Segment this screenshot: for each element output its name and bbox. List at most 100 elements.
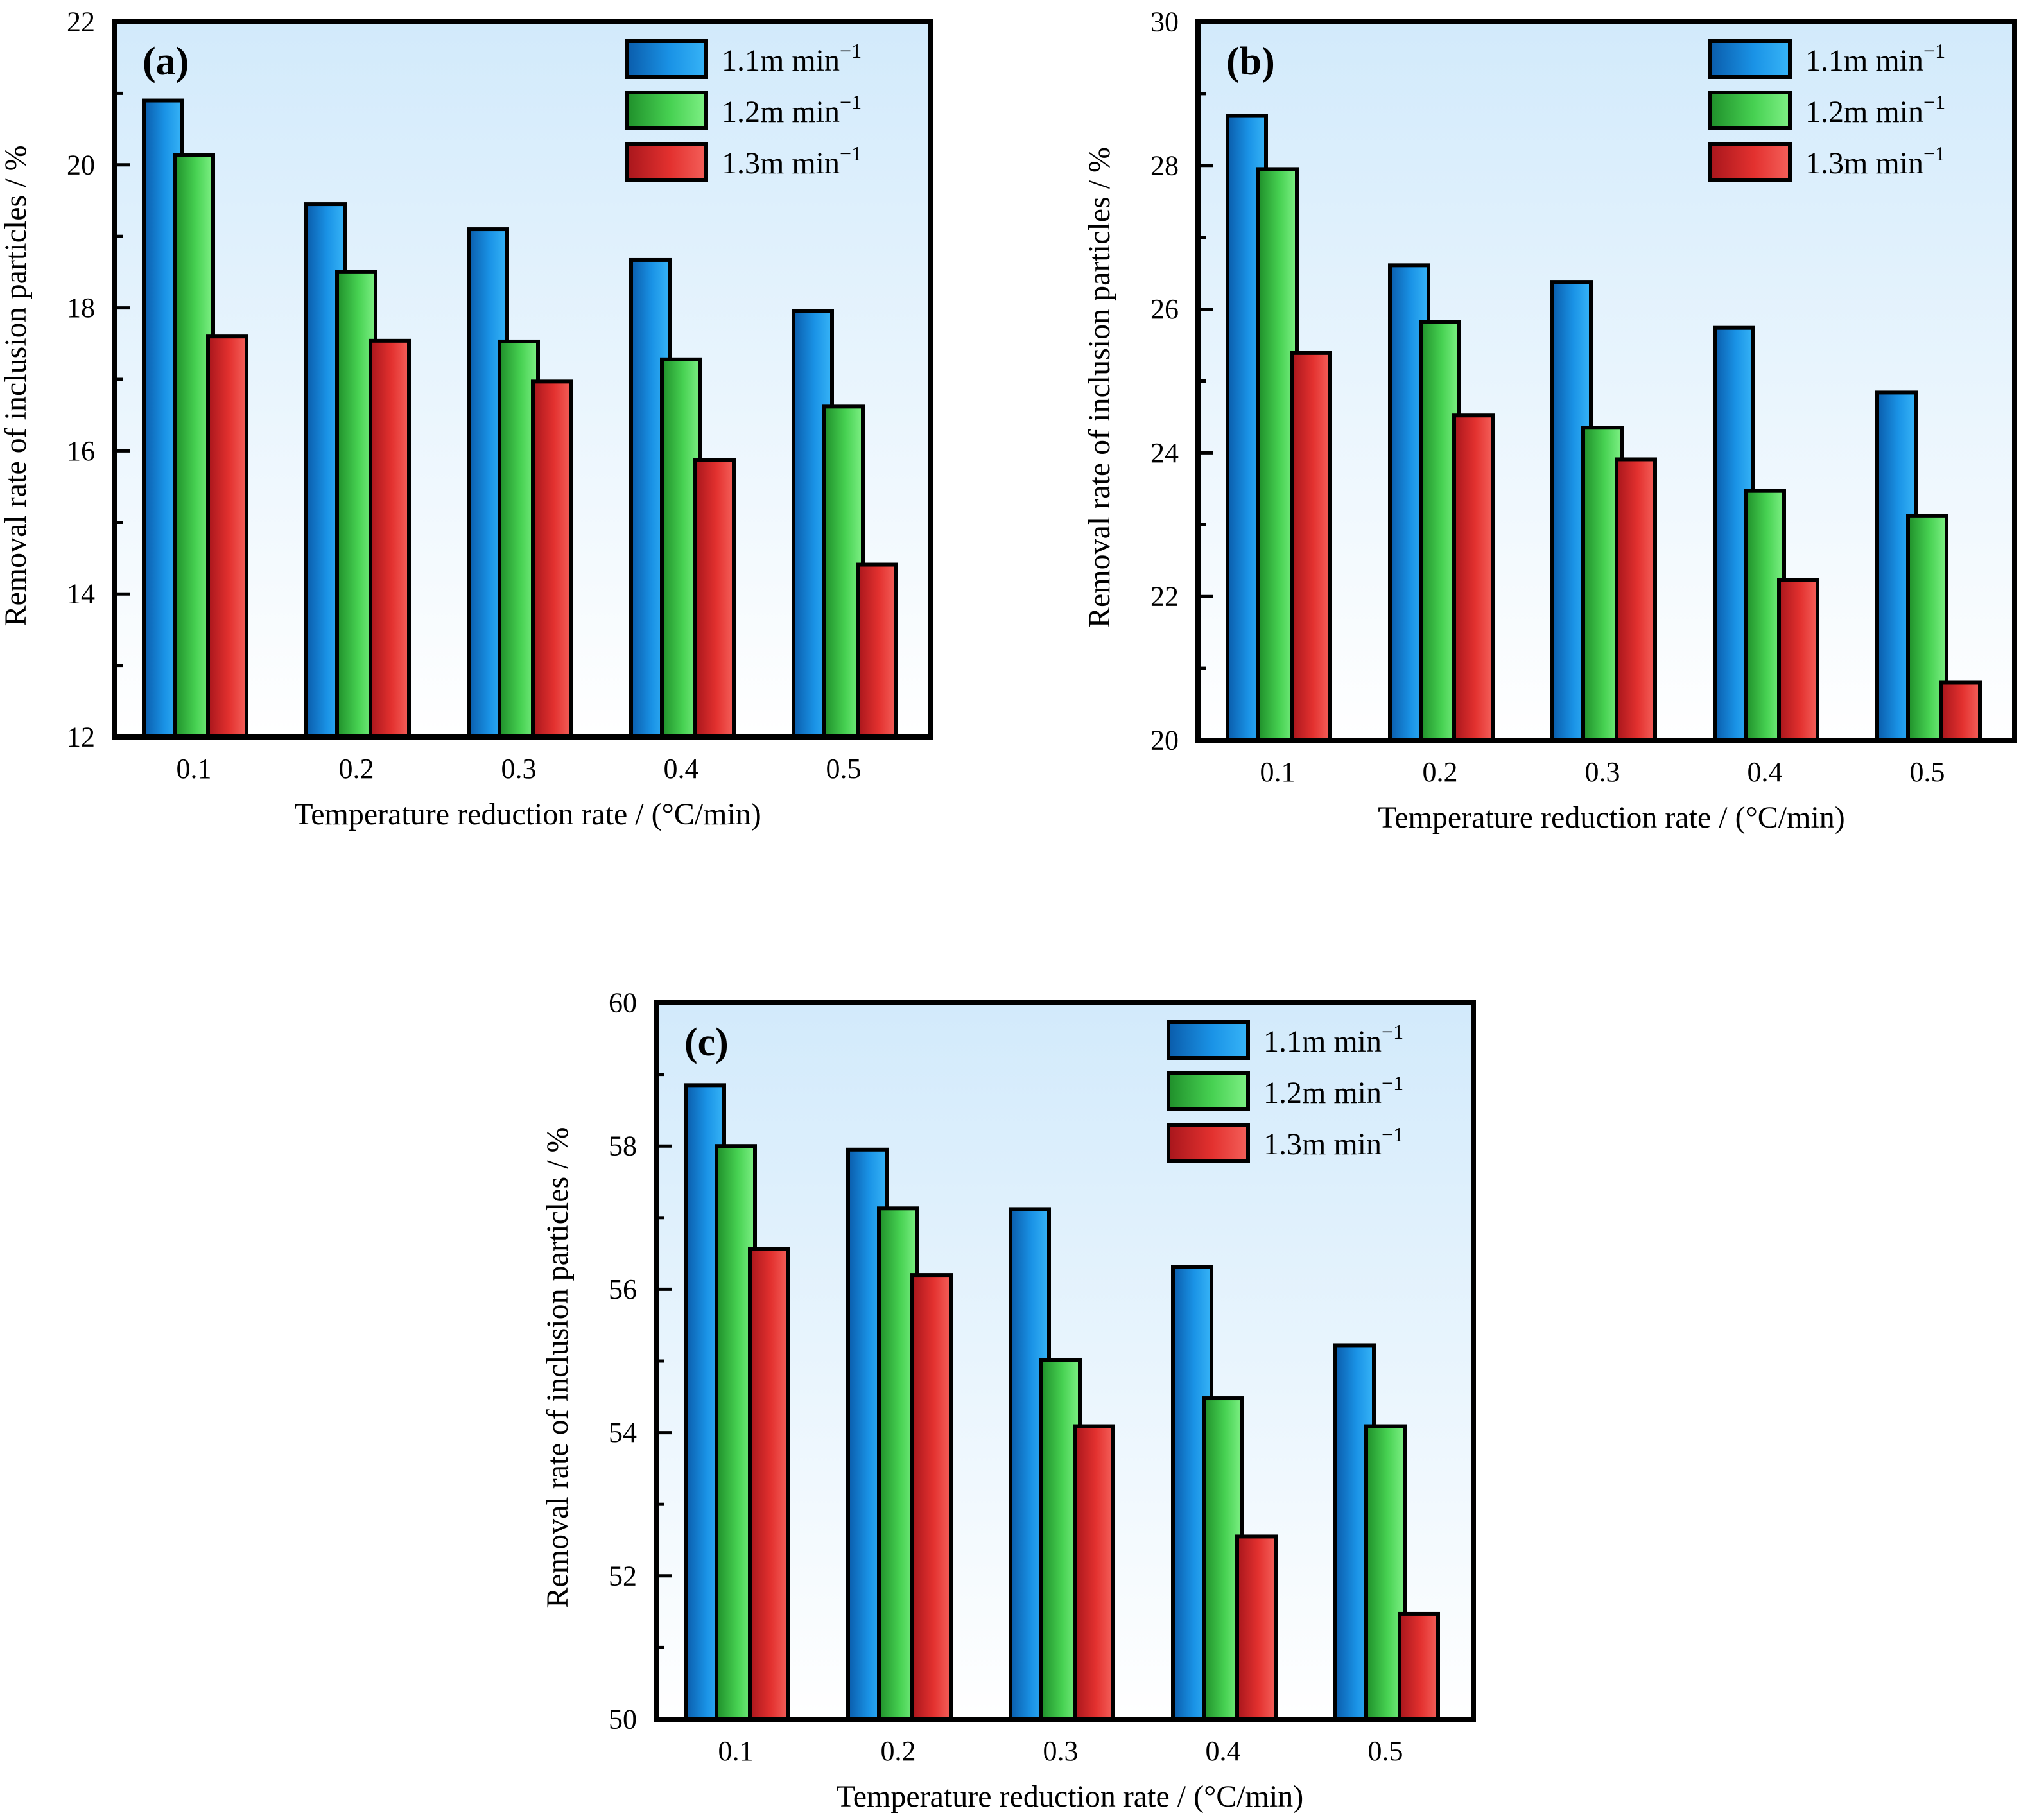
panel-c-bars	[684, 1083, 1440, 1722]
panel-b-ytick-label-30: 30	[1150, 6, 1179, 38]
panel-c-bar-0.2-series-3	[910, 1273, 953, 1721]
panel-a-legend-swatch-1	[625, 39, 708, 79]
panel-b-bar-0.1-series-3	[1290, 351, 1332, 742]
panel-b-ytick-label-22: 22	[1150, 581, 1179, 612]
panel-a-bar-0.3-series-3	[531, 379, 573, 739]
panel-a-bar-0.1-series-3	[206, 334, 248, 739]
panel-a-x-axis-title: Temperature reduction rate / (°C/min)	[294, 797, 761, 831]
panel-b-bar-0.4-series-3	[1777, 578, 1819, 743]
panel-a-x-axis: 0.1 0.2 0.3 0.4 0.5	[177, 753, 862, 784]
panel-b-ytick-label-28: 28	[1150, 150, 1179, 181]
panel-c-label: (c)	[684, 1021, 729, 1064]
panel-c-ytick-label-52: 52	[609, 1560, 637, 1591]
panel-a-legend-swatch-3	[625, 142, 708, 182]
panel-a-bar-0.4-series-3	[693, 458, 736, 740]
panel-c-bar-0.5-series-3	[1398, 1611, 1440, 1721]
panel-c-xtick-label-0.2: 0.2	[881, 1735, 916, 1767]
panel-a-bar-0.2-series-3	[369, 338, 411, 739]
panel-b-legend-label-2-superscript: −1	[1923, 91, 1945, 114]
panel-b-ytick-label-26: 26	[1150, 293, 1179, 325]
panel-b-ytick-label-24: 24	[1150, 437, 1179, 469]
panel-a-legend-label-2-superscript: −1	[840, 91, 862, 114]
panel-a-legend-swatch-2	[625, 91, 708, 130]
panel-c-legend-label-2: 1.2m min−1	[1263, 1071, 1403, 1110]
panel-a-xtick-label-0.5: 0.5	[826, 753, 862, 784]
panel-b-x-axis: 0.1 0.2 0.3 0.4 0.5	[1260, 756, 1945, 788]
panel-a-ytick-label-22: 22	[67, 6, 95, 38]
panel-b-bars	[1226, 114, 1982, 743]
panel-c-legend-label-2-superscript: −1	[1382, 1071, 1403, 1095]
panel-a-y-axis-title: Removal rate of inclusion particles / %	[0, 145, 33, 626]
panel-a-legend: 1.1m min−1 1.2m min−1 1.3m min−1	[625, 39, 862, 182]
panel-b-legend-label-1: 1.1m min−1	[1805, 39, 1945, 78]
panel-c-ytick-label-60: 60	[609, 987, 637, 1019]
panel-b-xtick-label-0.3: 0.3	[1585, 756, 1620, 788]
panel-c-legend-label-3-superscript: −1	[1382, 1123, 1403, 1146]
panel-c-xtick-label-0.5: 0.5	[1368, 1735, 1403, 1767]
panel-b-xtick-label-0.2: 0.2	[1423, 756, 1458, 788]
panel-b-y-axis-title: Removal rate of inclusion particles / %	[1082, 147, 1116, 628]
panel-b-bar-0.5-series-3	[1939, 680, 1982, 742]
panel-a-legend-label-1: 1.1m min−1	[722, 39, 862, 78]
panel-a-legend-label-3: 1.3m min−1	[722, 142, 862, 180]
panel-c-ytick-label-54: 54	[609, 1417, 637, 1448]
panel-c-y-axis: 50 52 54 56 58 60	[609, 987, 672, 1735]
panel-b-legend-swatch-3	[1708, 142, 1792, 182]
panel-c-legend-label-1-superscript: −1	[1382, 1020, 1403, 1043]
panel-a-xtick-label-0.4: 0.4	[664, 753, 699, 784]
panel-a-xtick-label-0.1: 0.1	[177, 753, 212, 784]
panel-a-ytick-label-18: 18	[67, 292, 95, 324]
panel-b-legend-swatch-2	[1708, 91, 1792, 130]
panel-c-xtick-label-0.1: 0.1	[718, 1735, 754, 1767]
panel-a-legend-label-2: 1.2m min−1	[722, 91, 862, 129]
panel-c-ytick-label-58: 58	[609, 1131, 637, 1162]
panel-b-legend-label-1-superscript: −1	[1923, 39, 1945, 62]
panel-c-bar-0.3-series-3	[1073, 1424, 1115, 1721]
panel-b-xtick-label-0.5: 0.5	[1910, 756, 1945, 788]
panel-a-ytick-label-16: 16	[67, 435, 95, 467]
panel-c-legend-label-3: 1.3m min−1	[1263, 1123, 1403, 1161]
panel-b-xtick-label-0.4: 0.4	[1748, 756, 1783, 788]
panel-a-ytick-label-12: 12	[67, 722, 95, 753]
panel-c-legend-label-1: 1.1m min−1	[1263, 1020, 1403, 1059]
panel-c-legend-swatch-1	[1167, 1020, 1250, 1060]
panel-a-bar-0.5-series-3	[856, 562, 898, 739]
panel-c-legend-swatch-2	[1167, 1071, 1250, 1111]
panel-c-x-axis-title: Temperature reduction rate / (°C/min)	[837, 1780, 1304, 1814]
panel-a-label: (a)	[143, 40, 189, 83]
panel-b-label: (b)	[1226, 40, 1275, 83]
panel-b-legend: 1.1m min−1 1.2m min−1 1.3m min−1	[1708, 39, 1945, 182]
panel-c-ytick-label-56: 56	[609, 1274, 637, 1305]
panel-c-bar-0.4-series-3	[1235, 1534, 1278, 1721]
panel-a-xtick-label-0.3: 0.3	[501, 753, 537, 784]
panel-c: 50 52 54 56 58 60 0.1 0.2 0.3 0.4 0.5 Temperature r…	[541, 987, 1476, 1814]
panel-b-legend-swatch-1	[1708, 39, 1792, 79]
panel-c-x-axis: 0.1 0.2 0.3 0.4 0.5	[718, 1735, 1403, 1767]
panel-c-y-axis-title: Removal rate of inclusion particles / %	[541, 1127, 575, 1608]
panel-a-y-axis: 12 14 16 18 20 22	[67, 6, 130, 753]
panel-a-ytick-label-14: 14	[67, 578, 95, 610]
panel-a-ytick-label-20: 20	[67, 149, 95, 180]
panel-c-legend-swatch-3	[1167, 1123, 1250, 1163]
panel-a-xtick-label-0.2: 0.2	[339, 753, 374, 784]
panel-b-legend-label-3-superscript: −1	[1923, 142, 1945, 165]
panel-c-ytick-label-50: 50	[609, 1704, 637, 1735]
panel-b: 20 22 24 26 28 30 0.1 0.2 0.3 0.4 0.5 Temperature r…	[1082, 6, 2017, 835]
panel-a-bars	[142, 98, 898, 740]
panel-b-y-axis: 20 22 24 26 28 30	[1150, 6, 1213, 756]
panel-b-bar-0.2-series-3	[1452, 413, 1495, 742]
panel-b-x-axis-title: Temperature reduction rate / (°C/min)	[1378, 801, 1845, 835]
panel-a-legend-label-3-superscript: −1	[840, 142, 862, 165]
panel-c-bar-0.1-series-3	[748, 1247, 790, 1722]
panel-b-ytick-label-20: 20	[1150, 725, 1179, 756]
panel-b-bar-0.3-series-3	[1615, 457, 1657, 742]
panel-c-legend: 1.1m min−1 1.2m min−1 1.3m min−1	[1167, 1020, 1403, 1163]
panel-a-legend-label-1-superscript: −1	[840, 39, 862, 62]
panel-b-legend-label-3: 1.3m min−1	[1805, 142, 1945, 180]
panel-a: 12 14 16 18 20 22 0.1 0.2 0.3 0.4 0.5 Temperature r…	[0, 6, 933, 831]
panel-b-legend-label-2: 1.2m min−1	[1805, 91, 1945, 129]
panel-b-xtick-label-0.1: 0.1	[1260, 756, 1296, 788]
panel-c-xtick-label-0.4: 0.4	[1206, 1735, 1241, 1767]
panel-c-xtick-label-0.3: 0.3	[1043, 1735, 1079, 1767]
